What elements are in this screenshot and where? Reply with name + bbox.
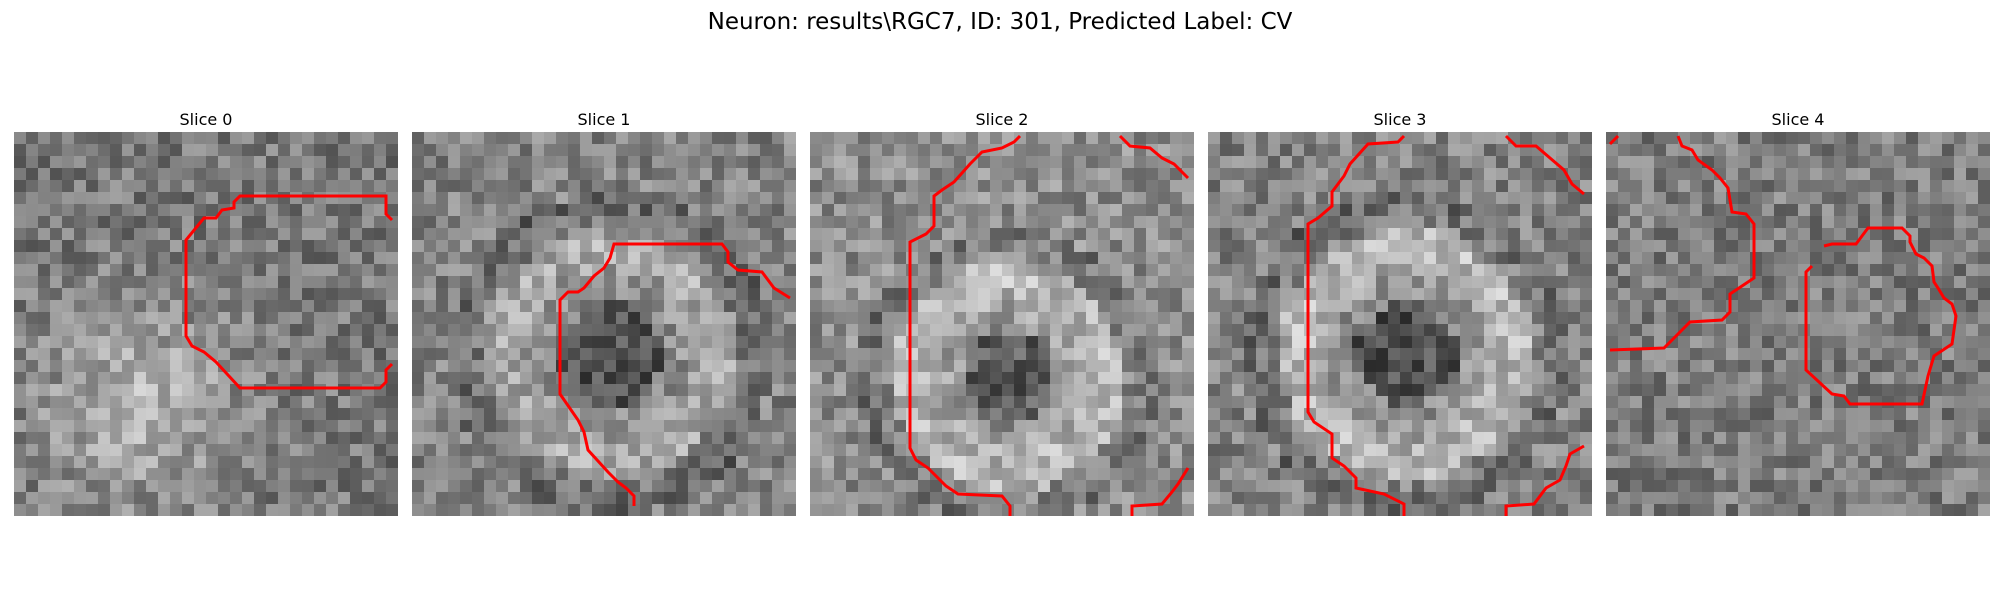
slice-title: Slice 0 <box>179 110 233 129</box>
grayscale-patch <box>1208 132 1592 516</box>
roi-contour <box>1306 134 1585 516</box>
slice-panel-1: Slice 1 <box>412 108 796 516</box>
slice-panel-3: Slice 3 <box>1208 108 1592 516</box>
slice-panel-4: Slice 4 <box>1606 108 1990 516</box>
slice-image <box>1606 132 1990 516</box>
slice-panel-2: Slice 2 <box>810 108 1194 516</box>
roi-contour <box>558 242 791 506</box>
slice-title: Slice 4 <box>1771 110 1825 129</box>
slice-image <box>1208 132 1592 516</box>
grayscale-patch <box>1606 132 1990 516</box>
roi-contour <box>1608 134 1958 406</box>
figure-title: Neuron: results\RGC7, ID: 301, Predicted… <box>707 9 1293 35</box>
grayscale-patch <box>810 132 1194 516</box>
grayscale-patch <box>412 132 796 516</box>
slice-image <box>14 132 398 516</box>
roi-contour <box>184 194 394 390</box>
slice-title: Slice 2 <box>975 110 1029 129</box>
slice-title: Slice 3 <box>1373 110 1427 129</box>
slice-title: Slice 1 <box>577 110 631 129</box>
slice-image <box>412 132 796 516</box>
slice-panel-0: Slice 0 <box>14 108 398 516</box>
slice-image <box>810 132 1194 516</box>
roi-contour <box>908 134 1190 516</box>
